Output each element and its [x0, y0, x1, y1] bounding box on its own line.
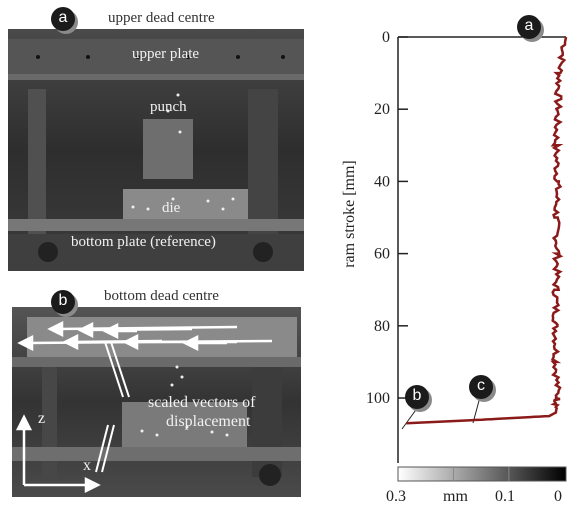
press-photo-bottom	[12, 307, 301, 497]
colorbar-tick-0.3: 0.3	[386, 488, 406, 505]
chart-ylabel: ram stroke [mm]	[341, 160, 358, 268]
chart-marker-c: c	[469, 375, 493, 399]
callout-c	[472, 396, 481, 424]
displacement-vectors	[17, 320, 273, 352]
chart-svg: 0 20 40 60 80 100	[366, 29, 568, 482]
axis-label-z: z	[38, 410, 46, 427]
bottom-panel-photo: scaled vectors of displacement z x	[12, 307, 301, 497]
y-tick-label-0: 0	[382, 29, 390, 46]
colorbar-tick-0: 0	[554, 488, 562, 505]
ram-stroke-chart: 0 20 40 60 80 100 ram stroke [mm] a b c 0.3 m…	[330, 15, 569, 506]
y-tick-label-80: 80	[374, 318, 390, 335]
bottom-panel-caption: bottom dead centre	[104, 288, 219, 304]
chart-marker-b: b	[405, 385, 429, 409]
colorbar-tick-0.1: 0.1	[495, 488, 515, 505]
ram-stroke-series	[406, 36, 568, 425]
axis-label-x: x	[83, 457, 91, 474]
marker-b-bottom: b	[51, 290, 75, 314]
label-punch: punch	[150, 99, 187, 115]
y-tick-label-100: 100	[366, 390, 390, 407]
label-bottom-plate: bottom plate (reference)	[71, 234, 216, 250]
callout-b	[401, 406, 419, 430]
top-panel-photo: upper plate punch die bottom plate (refe…	[8, 29, 304, 271]
top-panel-caption: upper dead centre	[108, 10, 215, 26]
label-scaled-vectors: scaled vectors of	[148, 394, 256, 411]
chart-marker-a: a	[517, 15, 541, 39]
coordinate-axes	[15, 414, 101, 494]
colorbar-gradient	[397, 466, 567, 482]
label-die: die	[162, 200, 181, 216]
press-photo-top	[8, 29, 304, 271]
label-upper-plate: upper plate	[132, 46, 200, 62]
colorbar-unit: mm	[443, 488, 468, 505]
y-tick-label-20: 20	[374, 101, 390, 118]
y-tick-label-60: 60	[374, 246, 390, 263]
marker-a-top: a	[51, 7, 75, 31]
y-tick-label-40: 40	[374, 173, 390, 190]
label-displacement: displacement	[166, 413, 251, 430]
